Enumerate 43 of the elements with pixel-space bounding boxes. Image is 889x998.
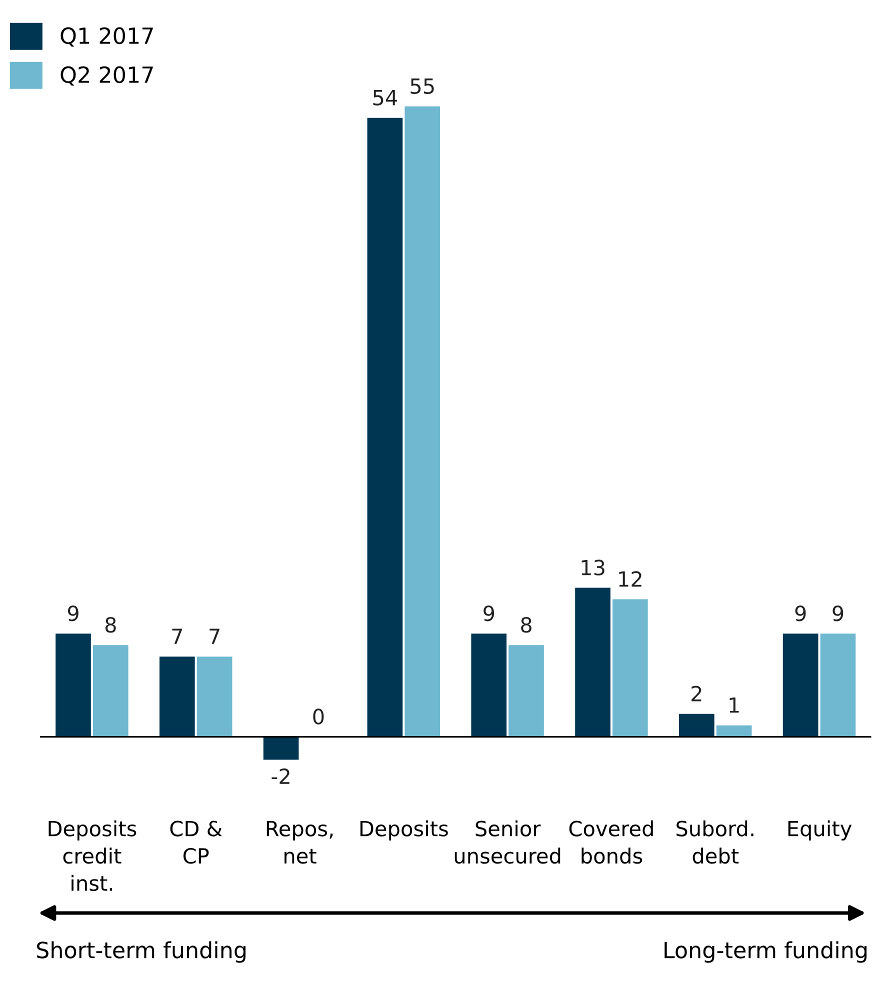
data-label: 7 — [210, 628, 220, 644]
bar — [716, 725, 752, 737]
bar — [575, 588, 610, 737]
bar — [471, 634, 507, 737]
data-label: 9 — [832, 606, 844, 622]
data-label: 55 — [410, 78, 434, 94]
bar — [263, 736, 299, 760]
data-label: 8 — [105, 616, 116, 633]
text: Long-term funding — [664, 941, 867, 963]
bar — [367, 118, 403, 737]
bar — [404, 106, 440, 737]
bar — [612, 599, 648, 737]
x-tick-label: Equity — [788, 820, 852, 840]
data-label: 0 — [313, 708, 324, 724]
data-label: 9 — [484, 606, 494, 622]
text: Short-term funding — [37, 941, 246, 963]
x-tick-label: Repos, net — [266, 820, 333, 864]
x-tick-label: Covered bonds — [569, 820, 653, 864]
bar — [820, 634, 856, 737]
data-label: -2 — [272, 768, 290, 784]
bar — [159, 656, 195, 737]
data-label: 1 — [730, 697, 739, 713]
bar — [679, 714, 714, 737]
data-label: 7 — [172, 628, 182, 644]
data-label: 12 — [619, 571, 642, 587]
bar — [782, 634, 818, 737]
data-label: 2 — [692, 686, 702, 702]
x-tick-label: Deposits credit inst. — [48, 820, 136, 892]
data-label: 9 — [68, 606, 78, 622]
x-tick-label: Subord. debt — [676, 820, 754, 864]
data-label: 9 — [795, 606, 806, 622]
bar — [92, 645, 128, 737]
data-label: 8 — [521, 616, 532, 633]
x-tick-label: CD & CP — [170, 820, 222, 864]
data-label: 13 — [582, 560, 604, 576]
legend-label: Q2 2017 — [60, 66, 153, 86]
bar — [508, 645, 544, 737]
x-tick-label: Senior unsecured — [454, 820, 560, 864]
bar — [196, 656, 232, 737]
bar — [56, 634, 91, 737]
legend-label: Q1 2017 — [60, 27, 153, 47]
x-tick-label: Deposits — [360, 820, 448, 840]
data-label: 54 — [373, 90, 398, 106]
